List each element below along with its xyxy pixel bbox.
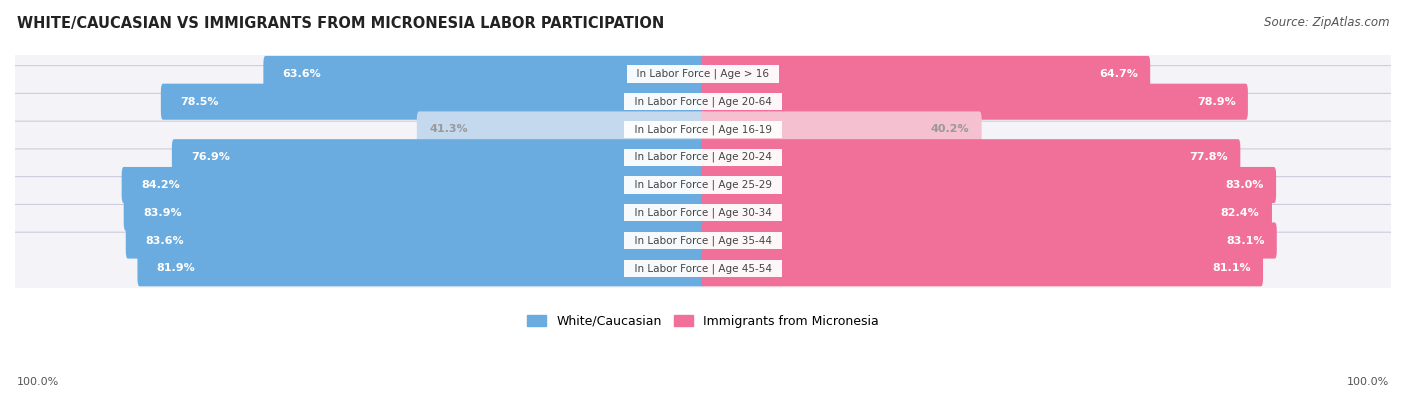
Text: In Labor Force | Age > 16: In Labor Force | Age > 16 bbox=[630, 69, 776, 79]
FancyBboxPatch shape bbox=[10, 66, 1396, 138]
FancyBboxPatch shape bbox=[122, 167, 704, 203]
FancyBboxPatch shape bbox=[125, 222, 704, 259]
Text: 83.0%: 83.0% bbox=[1226, 180, 1264, 190]
FancyBboxPatch shape bbox=[160, 84, 704, 120]
Text: 81.9%: 81.9% bbox=[156, 263, 195, 273]
Text: 100.0%: 100.0% bbox=[1347, 377, 1389, 387]
FancyBboxPatch shape bbox=[10, 177, 1396, 249]
FancyBboxPatch shape bbox=[702, 250, 1263, 286]
Text: In Labor Force | Age 20-64: In Labor Force | Age 20-64 bbox=[628, 96, 778, 107]
Text: In Labor Force | Age 45-54: In Labor Force | Age 45-54 bbox=[627, 263, 779, 274]
FancyBboxPatch shape bbox=[416, 111, 704, 147]
FancyBboxPatch shape bbox=[702, 56, 1150, 92]
FancyBboxPatch shape bbox=[10, 149, 1396, 221]
Text: 76.9%: 76.9% bbox=[191, 152, 231, 162]
FancyBboxPatch shape bbox=[702, 84, 1249, 120]
FancyBboxPatch shape bbox=[172, 139, 704, 175]
Text: 41.3%: 41.3% bbox=[429, 124, 468, 134]
FancyBboxPatch shape bbox=[10, 121, 1396, 193]
Text: 81.1%: 81.1% bbox=[1212, 263, 1251, 273]
FancyBboxPatch shape bbox=[10, 232, 1396, 305]
Text: 40.2%: 40.2% bbox=[931, 124, 969, 134]
Text: 84.2%: 84.2% bbox=[141, 180, 180, 190]
Text: In Labor Force | Age 30-34: In Labor Force | Age 30-34 bbox=[628, 207, 778, 218]
FancyBboxPatch shape bbox=[702, 195, 1272, 231]
Text: In Labor Force | Age 20-24: In Labor Force | Age 20-24 bbox=[628, 152, 778, 162]
FancyBboxPatch shape bbox=[263, 56, 704, 92]
Text: 78.5%: 78.5% bbox=[180, 97, 218, 107]
FancyBboxPatch shape bbox=[124, 195, 704, 231]
Text: 82.4%: 82.4% bbox=[1220, 208, 1260, 218]
Text: Source: ZipAtlas.com: Source: ZipAtlas.com bbox=[1264, 16, 1389, 29]
FancyBboxPatch shape bbox=[10, 205, 1396, 276]
Legend: White/Caucasian, Immigrants from Micronesia: White/Caucasian, Immigrants from Microne… bbox=[523, 310, 883, 333]
Text: 83.1%: 83.1% bbox=[1226, 235, 1264, 246]
Text: 63.6%: 63.6% bbox=[283, 69, 322, 79]
FancyBboxPatch shape bbox=[702, 222, 1277, 259]
FancyBboxPatch shape bbox=[138, 250, 704, 286]
FancyBboxPatch shape bbox=[10, 93, 1396, 166]
Text: In Labor Force | Age 35-44: In Labor Force | Age 35-44 bbox=[627, 235, 779, 246]
FancyBboxPatch shape bbox=[702, 167, 1277, 203]
Text: In Labor Force | Age 25-29: In Labor Force | Age 25-29 bbox=[627, 180, 779, 190]
FancyBboxPatch shape bbox=[10, 38, 1396, 110]
FancyBboxPatch shape bbox=[702, 139, 1240, 175]
Text: In Labor Force | Age 16-19: In Labor Force | Age 16-19 bbox=[627, 124, 779, 135]
Text: 77.8%: 77.8% bbox=[1189, 152, 1227, 162]
Text: 83.6%: 83.6% bbox=[145, 235, 184, 246]
Text: WHITE/CAUCASIAN VS IMMIGRANTS FROM MICRONESIA LABOR PARTICIPATION: WHITE/CAUCASIAN VS IMMIGRANTS FROM MICRO… bbox=[17, 16, 664, 31]
Text: 78.9%: 78.9% bbox=[1197, 97, 1236, 107]
Text: 83.9%: 83.9% bbox=[143, 208, 181, 218]
Text: 64.7%: 64.7% bbox=[1099, 69, 1137, 79]
Text: 100.0%: 100.0% bbox=[17, 377, 59, 387]
FancyBboxPatch shape bbox=[702, 111, 981, 147]
